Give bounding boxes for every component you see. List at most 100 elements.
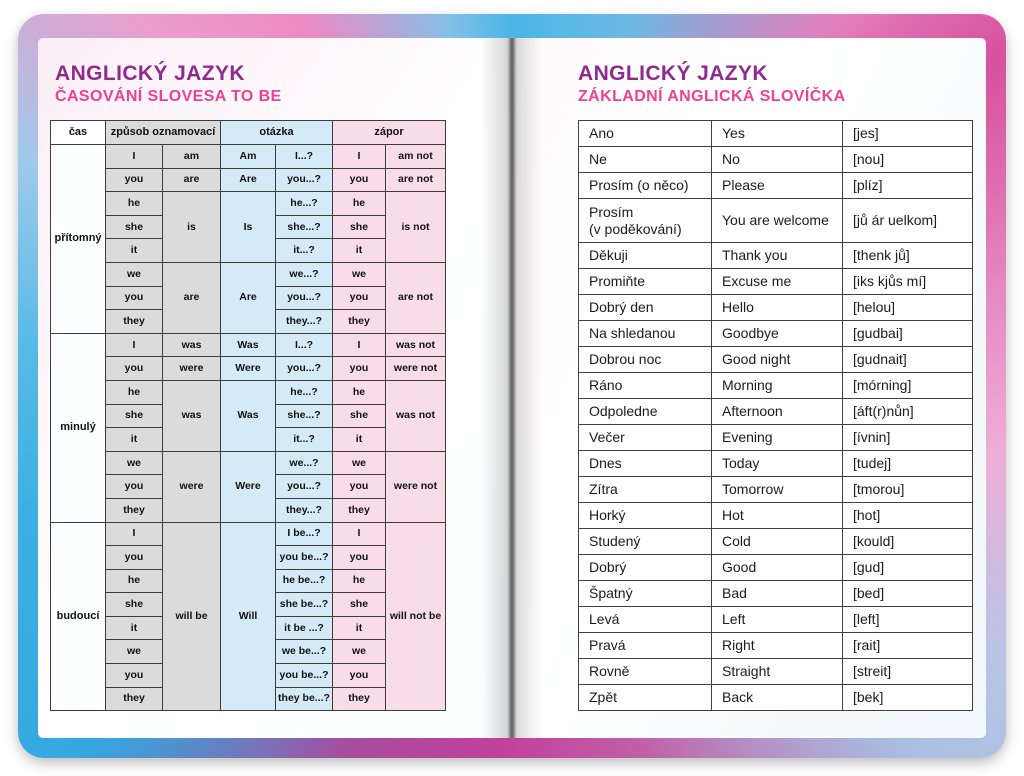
question-cell: they be...? — [275, 686, 333, 712]
column-header: zápor — [332, 120, 446, 145]
table-row: Večer Evening [ívnin] — [578, 424, 973, 451]
pronoun-cell: he — [105, 379, 163, 405]
question-aux-cell: Are — [220, 261, 276, 334]
question-aux-cell: Are — [220, 167, 276, 193]
pronunciation-cell: [hot] — [842, 502, 973, 529]
conjugation-table: čas způsob oznamovací otázka zápor přítomný I… — [50, 120, 446, 712]
english-cell: Evening — [711, 424, 843, 451]
english-cell: No — [711, 146, 843, 173]
column-header: otázka — [220, 120, 333, 145]
pronunciation-cell: [thenk jů] — [842, 242, 973, 269]
pronoun-cell: he — [332, 568, 386, 594]
czech-cell: Ano — [578, 120, 712, 147]
pronoun-cell: we — [105, 261, 163, 287]
pronunciation-cell: [mórning] — [842, 372, 973, 399]
left-page: ANGLICKÝ JAZYK ČASOVÁNÍ SLOVESA TO BE ča… — [38, 38, 512, 738]
pronunciation-cell: [bed] — [842, 580, 973, 607]
vocabulary-table-body: Ano Yes [jes] Ne No [nou] Prosím (o něco) Pleas… — [578, 120, 973, 711]
pronoun-cell: I — [332, 521, 386, 547]
pronoun-cell: they — [332, 309, 386, 334]
statement-cell: are — [162, 167, 221, 193]
page-subtitle: ZÁKLADNÍ ANGLICKÁ SLOVÍČKA — [578, 88, 846, 105]
czech-cell: Ne — [578, 146, 712, 173]
pronunciation-cell: [tudej] — [842, 450, 973, 477]
pronoun-cell: we — [105, 639, 163, 665]
pronoun-cell: you — [105, 167, 163, 193]
english-cell: Goodbye — [711, 320, 843, 347]
pronoun-cell: it — [332, 615, 386, 641]
question-cell: we be...? — [275, 639, 333, 665]
column-header: čas — [50, 120, 106, 145]
pronoun-cell: he — [332, 191, 386, 216]
table-row: Pravá Right [rait] — [578, 632, 973, 659]
english-cell: Please — [711, 172, 843, 199]
question-aux-cell: Will — [220, 521, 276, 712]
pronoun-cell: they — [105, 309, 163, 334]
table-row: you you be...? you — [51, 545, 446, 570]
czech-cell: Prosím (o něco) — [578, 172, 712, 199]
tense-label: minulý — [50, 332, 106, 523]
table-row: she she...? she — [51, 403, 446, 429]
tense-label: budoucí — [50, 521, 106, 712]
pronoun-cell: you — [105, 356, 163, 381]
conjugation-table-body: čas způsob oznamovací otázka zápor přítomný I… — [50, 120, 446, 712]
statement-cell: was — [162, 379, 221, 452]
question-cell: we...? — [275, 450, 333, 476]
pronoun-cell: you — [332, 545, 386, 570]
negative-cell: will not be — [385, 521, 446, 712]
table-row: she she...? she — [51, 214, 446, 240]
pronoun-cell: she — [332, 403, 386, 429]
english-cell: Cold — [711, 528, 843, 555]
pronoun-cell: you — [332, 285, 386, 311]
english-cell: Good night — [711, 346, 843, 373]
pronoun-cell: she — [105, 214, 163, 240]
question-cell: I be...? — [275, 521, 333, 547]
table-row: we were Were we...? we were not — [51, 450, 446, 523]
pronoun-cell: we — [105, 450, 163, 476]
czech-cell: Ráno — [578, 372, 712, 399]
vocabulary-table: Ano Yes [jes] Ne No [nou] Prosím (o něco) Pleas… — [578, 120, 973, 711]
header-row: čas způsob oznamovací otázka zápor — [50, 120, 446, 145]
pronoun-cell: you — [105, 285, 163, 311]
table-row: he is Is he...? he is not — [51, 191, 446, 263]
page-title: ANGLICKÝ JAZYK — [578, 62, 768, 85]
pronoun-cell: I — [332, 332, 386, 358]
question-cell: you be...? — [275, 545, 333, 570]
pronunciation-cell: [gud] — [842, 554, 973, 581]
question-cell: he be...? — [275, 568, 333, 594]
question-aux-cell: Was — [220, 332, 276, 358]
table-row: Ne No [nou] — [578, 146, 973, 173]
question-cell: you...? — [275, 356, 333, 381]
pronoun-cell: I — [105, 521, 163, 547]
table-row: she she be...? she — [51, 592, 446, 617]
table-row: Rovně Straight [streit] — [578, 658, 973, 685]
page-title: ANGLICKÝ JAZYK — [55, 62, 245, 85]
statement-cell: am — [162, 144, 221, 169]
english-cell: Hello — [711, 294, 843, 321]
czech-cell: Pravá — [578, 632, 712, 659]
pronoun-cell: it — [332, 427, 386, 452]
pronunciation-cell: [gudbai] — [842, 320, 973, 347]
pronoun-cell: you — [332, 167, 386, 193]
negative-cell: was not — [385, 379, 446, 452]
english-cell: Yes — [711, 120, 843, 147]
czech-cell: Levá — [578, 606, 712, 633]
pronoun-cell: we — [332, 261, 386, 287]
pronoun-cell: I — [105, 332, 163, 358]
czech-cell: Dobrý — [578, 554, 712, 581]
czech-cell: Rovně — [578, 658, 712, 685]
table-row: Levá Left [left] — [578, 606, 973, 633]
table-row: it it...? it — [51, 427, 446, 452]
column-header: způsob oznamovací — [105, 120, 221, 145]
question-cell: it be ...? — [275, 615, 333, 641]
negative-cell: are not — [385, 261, 446, 334]
table-row: Zítra Tomorrow [tmorou] — [578, 476, 973, 503]
english-cell: Bad — [711, 580, 843, 607]
question-cell: I...? — [275, 144, 333, 169]
pronoun-cell: she — [332, 592, 386, 617]
negative-cell: am not — [385, 144, 446, 169]
pronoun-cell: you — [105, 545, 163, 570]
czech-cell: Děkuji — [578, 242, 712, 269]
pronoun-cell: you — [332, 356, 386, 381]
english-cell: Afternoon — [711, 398, 843, 425]
